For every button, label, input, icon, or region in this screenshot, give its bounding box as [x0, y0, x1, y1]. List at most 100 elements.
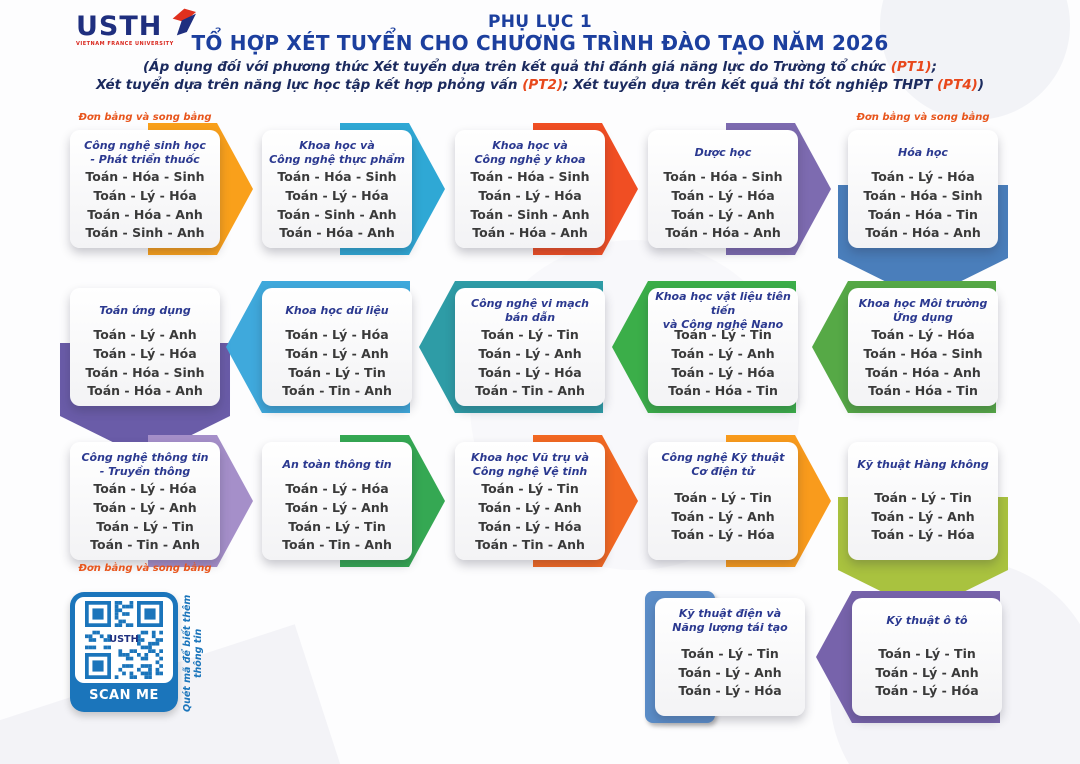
program-title: Công nghệ vi mạch bán dẫn	[459, 296, 601, 326]
subject-combo: Toán - Lý - Anh	[875, 664, 979, 680]
program-combos: Toán - Lý - Hóa Toán - Hóa - Sinh Toán - H…	[852, 326, 994, 401]
program-title-line: Khoa học Môi trường Ứng dụng	[858, 296, 988, 324]
program-title: An toàn thông tin	[266, 450, 408, 480]
program-title-line: Công nghệ sinh học	[84, 138, 206, 152]
program-card: Khoa học Vũ trụ và Công nghệ Vệ tinh Toán …	[455, 442, 605, 560]
program-combos: Toán - Lý - Anh Toán - Lý - Hóa Toán - Hóa…	[74, 326, 216, 401]
program-combos: Toán - Lý - Tin Toán - Lý - Anh Toán - Lý …	[459, 326, 601, 401]
program-card: Công nghệ Kỹ thuật Cơ điện tử Toán - Lý -…	[648, 442, 798, 560]
subject-combo: Toán - Lý - Hóa	[285, 327, 389, 342]
program-combos: Toán - Lý - Tin Toán - Lý - Anh Toán - Lý …	[856, 636, 998, 710]
subject-combo: Toán - Lý - Hóa	[871, 327, 975, 342]
program-title: Toán ứng dụng	[74, 296, 216, 326]
subject-combo: Toán - Hóa - Anh	[472, 225, 588, 241]
program-title-line: Khoa học và	[299, 138, 375, 152]
svg-text:USTH: USTH	[109, 634, 138, 645]
qr-code-pattern: USTH	[85, 601, 163, 679]
subject-combo: Toán - Lý - Hóa	[93, 345, 197, 361]
program-card: Công nghệ thông tin - Truyền thông Toán - …	[70, 442, 220, 560]
subject-combo: Toán - Hóa - Anh	[665, 225, 781, 241]
subject-combo: Toán - Lý - Tin	[674, 489, 772, 505]
program-title: Khoa học Môi trường Ứng dụng	[852, 296, 994, 326]
usth-logo: USTH VIETNAM FRANCE UNIVERSITY	[76, 8, 198, 47]
program-title: Hóa học	[852, 138, 994, 168]
subject-combo: Toán - Lý - Tin	[674, 327, 772, 342]
program-card: Khoa học vật liệu tiên tiến và Công nghệ …	[648, 288, 798, 406]
subject-combo: Toán - Lý - Hóa	[678, 683, 782, 699]
program-title: Khoa học và Công nghệ thực phẩm	[266, 138, 408, 168]
header-note-line2: Xét tuyển dựa trên năng lực học tập kết …	[0, 77, 1080, 93]
program-title: Khoa học dữ liệu	[266, 296, 408, 326]
program-title-line: Khoa học và	[492, 138, 568, 152]
subject-combo: Toán - Lý - Anh	[671, 345, 775, 361]
subject-combo: Toán - Sinh - Anh	[85, 225, 205, 241]
program-card: Toán ứng dụng Toán - Lý - Anh Toán - Lý - …	[70, 288, 220, 406]
subject-combo: Toán - Lý - Hóa	[93, 187, 197, 203]
subject-combo: Toán - Hóa - Anh	[87, 383, 203, 399]
program-title-line: và Công nghệ Nano	[662, 318, 784, 332]
subject-combo: Toán - Tin - Anh	[475, 383, 585, 399]
program-combos: Toán - Lý - Hóa Toán - Lý - Anh Toán - Lý …	[266, 480, 408, 555]
subject-combo: Toán - Lý - Hóa	[478, 518, 582, 534]
subject-combo: Toán - Lý - Anh	[478, 345, 582, 361]
program-card: Khoa học Môi trường Ứng dụng Toán - Lý - …	[848, 288, 998, 406]
header-note-line1: (Áp dụng đối với phương thức Xét tuyển d…	[0, 59, 1080, 75]
note-text: )	[977, 77, 985, 93]
subject-combo: Toán - Lý - Anh	[871, 508, 975, 524]
note-pt1: (PT1)	[890, 59, 932, 75]
program-card: Công nghệ sinh học - Phát triển thuốc Toán…	[70, 130, 220, 248]
subject-combo: Toán - Sinh - Anh	[277, 206, 397, 222]
subject-combo: Toán - Lý - Tin	[288, 364, 386, 380]
program-card: Kỹ thuật Hàng không Toán - Lý - Tin Toán -…	[848, 442, 998, 560]
program-card: Khoa học dữ liệu Toán - Lý - Hóa Toán - Lý…	[262, 288, 412, 406]
subject-combo: Toán - Lý - Tin	[96, 518, 194, 534]
subject-combo: Toán - Hóa - Tin	[668, 383, 778, 399]
subject-combo: Toán - Hóa - Anh	[279, 225, 395, 241]
program-card: Khoa học và Công nghệ y khoa Toán - Hóa - …	[455, 130, 605, 248]
program-card: Dược học Toán - Hóa - Sinh Toán - Lý - Hóa…	[648, 130, 798, 248]
program-card: Hóa học Toán - Lý - Hóa Toán - Hóa - Sinh T…	[848, 130, 998, 248]
subject-combo: Toán - Hóa - Anh	[865, 225, 981, 241]
program-combos: Toán - Lý - Tin Toán - Lý - Anh Toán - Lý …	[652, 326, 794, 401]
program-combos: Toán - Lý - Tin Toán - Lý - Anh Toán - Lý …	[459, 480, 601, 555]
program-combos: Toán - Hóa - Sinh Toán - Lý - Hóa Toán - S…	[266, 168, 408, 243]
program-title: Dược học	[652, 138, 794, 168]
program-title-line: Dược học	[694, 145, 752, 159]
subject-combo: Toán - Lý - Tin	[878, 645, 976, 661]
program-title-line: Công nghệ thông tin	[81, 450, 209, 464]
program-combos: Toán - Lý - Tin Toán - Lý - Anh Toán - Lý …	[659, 636, 801, 710]
note-text: ;	[931, 59, 937, 75]
subject-combo: Toán - Lý - Anh	[285, 499, 389, 515]
subject-combo: Toán - Hóa - Sinh	[85, 169, 205, 184]
program-combos: Toán - Lý - Tin Toán - Lý - Anh Toán - Lý …	[852, 480, 994, 554]
subject-combo: Toán - Lý - Hóa	[671, 364, 775, 380]
program-combos: Toán - Lý - Tin Toán - Lý - Anh Toán - Lý …	[652, 480, 794, 554]
program-title: Công nghệ sinh học - Phát triển thuốc	[74, 138, 216, 168]
subject-combo: Toán - Hóa - Anh	[865, 364, 981, 380]
program-combos: Toán - Hóa - Sinh Toán - Lý - Hóa Toán - H…	[74, 168, 216, 243]
subject-combo: Toán - Hóa - Sinh	[863, 187, 983, 203]
subject-combo: Toán - Hóa - Sinh	[663, 169, 783, 184]
subject-combo: Toán - Hóa - Tin	[868, 206, 978, 222]
program-title: Kỹ thuật ô tô	[856, 606, 998, 636]
subject-combo: Toán - Hóa - Sinh	[277, 169, 397, 184]
program-title-line: Công nghệ thực phẩm	[269, 153, 405, 166]
program-title-line: Khoa học vật liệu tiên tiến	[655, 289, 791, 317]
subject-combo: Toán - Lý - Anh	[671, 206, 775, 222]
program-card: An toàn thông tin Toán - Lý - Hóa Toán - L…	[262, 442, 412, 560]
program-title: Khoa học vật liệu tiên tiến và Công nghệ …	[652, 290, 794, 332]
program-card: Kỹ thuật điện và Năng lượng tái tạo Toán -…	[655, 598, 805, 716]
subject-combo: Toán - Lý - Hóa	[93, 481, 197, 496]
program-title: Công nghệ Kỹ thuật Cơ điện tử	[652, 450, 794, 480]
logo-bird-icon	[173, 8, 197, 36]
logo-text: USTH	[76, 11, 163, 42]
program-title: Kỹ thuật điện và Năng lượng tái tạo	[659, 606, 801, 636]
note-pt2: (PT2)	[522, 77, 564, 93]
program-title: Kỹ thuật Hàng không	[852, 450, 994, 480]
note-text: (Áp dụng đối với phương thức Xét tuyển d…	[143, 59, 891, 75]
qr-code: USTH	[75, 597, 173, 683]
program-title-line: - Phát triển thuốc	[90, 153, 200, 166]
note-text: ; Xét tuyển dựa trên kết quả thi tốt ngh…	[563, 77, 938, 93]
program-title-line: Kỹ thuật điện và	[678, 606, 782, 620]
